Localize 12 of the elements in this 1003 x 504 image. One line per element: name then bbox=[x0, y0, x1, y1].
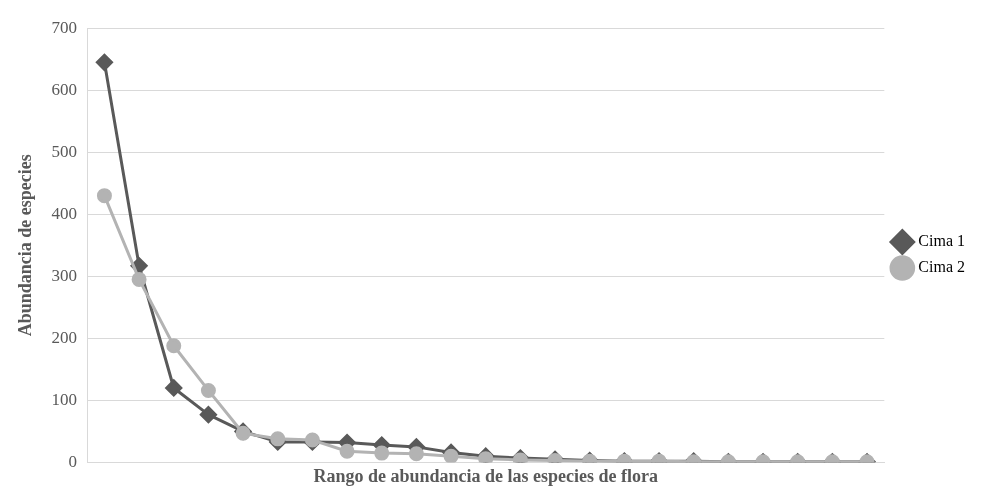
y-tick-label: 100 bbox=[51, 389, 78, 409]
y-tick-label: 400 bbox=[51, 203, 78, 223]
x-axis-title: Rango de abundancia de las especies de flora bbox=[313, 465, 658, 486]
y-tick-label: 700 bbox=[51, 17, 78, 37]
legend-label: Cima 1 bbox=[918, 232, 966, 250]
y-tick-label: 500 bbox=[51, 141, 78, 161]
y-axis-title: Abundancia de especies bbox=[15, 154, 36, 337]
y-tick-label: 0 bbox=[68, 451, 78, 471]
legend-label: Cima 2 bbox=[918, 258, 966, 276]
y-tick-label: 600 bbox=[51, 79, 78, 99]
y-tick-label: 300 bbox=[51, 265, 78, 285]
y-tick-label: 200 bbox=[51, 327, 78, 347]
